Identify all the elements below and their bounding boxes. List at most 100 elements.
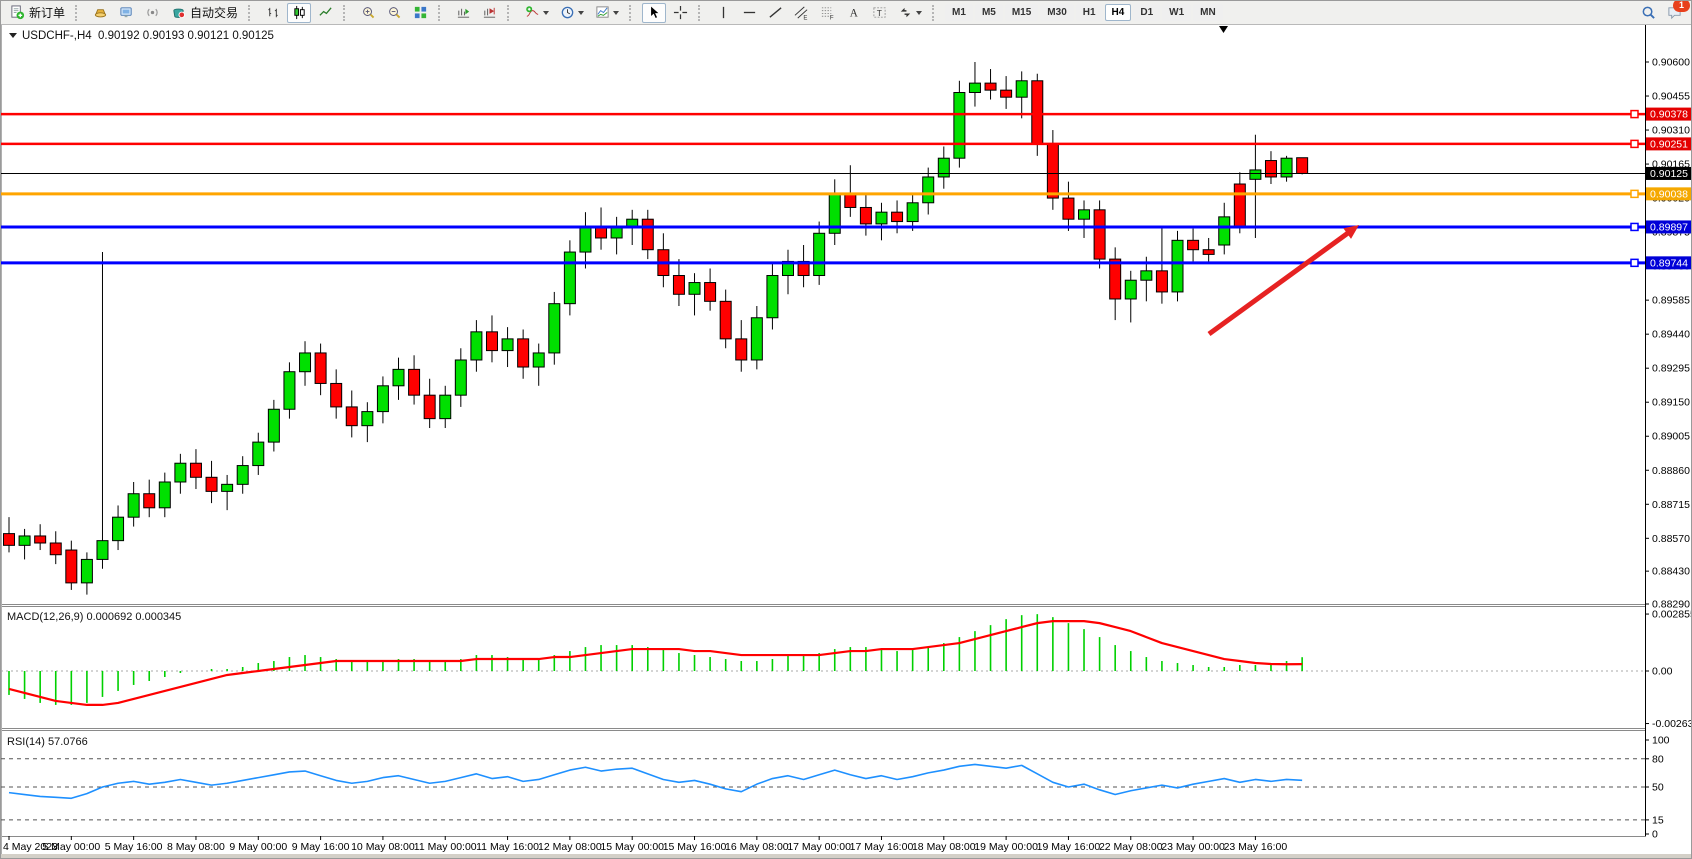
autotrading-button[interactable]: 自动交易 xyxy=(166,3,242,23)
candle-body xyxy=(735,338,748,361)
candle-body xyxy=(1155,270,1168,293)
signals-button[interactable] xyxy=(140,3,164,23)
price-tick-label: 0.90455 xyxy=(1652,91,1690,103)
vertical-line-button[interactable] xyxy=(711,3,735,23)
text-label-button[interactable]: T xyxy=(867,3,891,23)
arrows-button[interactable] xyxy=(893,3,926,23)
zoom-out-button[interactable] xyxy=(382,3,406,23)
text-button[interactable]: A xyxy=(841,3,865,23)
time-tick-label: 5 May 16:00 xyxy=(105,841,163,853)
candle-body xyxy=(283,371,296,410)
new-order-button-label: 新订单 xyxy=(29,6,66,20)
price-tick-label: 0.90310 xyxy=(1652,125,1690,137)
horizontal-line-button[interactable] xyxy=(737,3,761,23)
line-handle[interactable] xyxy=(1630,258,1639,268)
tile-windows-button[interactable] xyxy=(408,3,432,23)
candle-body xyxy=(439,394,452,420)
toolbar-separator xyxy=(507,4,514,21)
candle-body xyxy=(922,176,935,204)
price-badge-label: 0.90251 xyxy=(1650,138,1688,150)
price-badge xyxy=(1646,256,1691,270)
chart-canvas[interactable]: 0.906000.904550.903100.901650.900200.898… xyxy=(1,25,1692,859)
candle-body xyxy=(1031,80,1044,145)
candle-body xyxy=(205,476,218,492)
fibonacci-button[interactable]: F xyxy=(815,3,839,23)
equidistant-channel-button[interactable]: E xyxy=(789,3,813,23)
market-watch-button[interactable] xyxy=(88,3,112,23)
timeframe-d1[interactable]: D1 xyxy=(1133,4,1161,21)
time-tick-label: 10 May 08:00 xyxy=(351,841,415,853)
candle-body xyxy=(174,462,187,483)
timeframe-h4[interactable]: H4 xyxy=(1104,4,1132,21)
price-tick-label: 0.89005 xyxy=(1652,431,1690,443)
price-badge-label: 0.90038 xyxy=(1650,188,1688,200)
chart-title[interactable]: USDCHF-,H4 0.90192 0.90193 0.90121 0.901… xyxy=(9,29,274,42)
text-label-icon: T xyxy=(871,5,887,21)
time-tick-label: 19 May 16:00 xyxy=(1037,841,1101,853)
arrow-annotation[interactable] xyxy=(1207,228,1353,337)
line-handle[interactable] xyxy=(1630,139,1639,149)
chart-shift-marker[interactable] xyxy=(1219,26,1228,33)
candle-body xyxy=(143,493,156,509)
templates-button[interactable] xyxy=(590,3,623,23)
line-handle[interactable] xyxy=(1630,222,1639,232)
crosshair-button[interactable] xyxy=(668,3,692,23)
toolbar-separator xyxy=(438,4,445,21)
time-tick-label: 18 May 08:00 xyxy=(912,841,976,853)
market-watch-icon xyxy=(92,5,108,21)
time-tick-label: 15 May 00:00 xyxy=(600,841,664,853)
timeframe-m15[interactable]: M15 xyxy=(1004,4,1039,21)
notifications-button[interactable]: 1 xyxy=(1662,1,1690,23)
time-tick-label: 23 May 16:00 xyxy=(1224,841,1288,853)
timeframe-m30[interactable]: M30 xyxy=(1040,4,1074,21)
navigator-button[interactable] xyxy=(114,3,138,23)
time-tick-label: 22 May 08:00 xyxy=(1099,841,1163,853)
candle-body xyxy=(688,282,701,295)
auto-scroll-button[interactable] xyxy=(451,3,475,23)
svg-text:T: T xyxy=(876,8,881,18)
price-tick-label: 0.88290 xyxy=(1652,599,1690,611)
zoom-in-icon xyxy=(360,5,376,21)
arrow-annotation-head[interactable] xyxy=(1343,225,1359,239)
periods-button[interactable] xyxy=(555,3,588,23)
timeframe-w1[interactable]: W1 xyxy=(1162,4,1192,21)
trendline-icon xyxy=(767,5,783,21)
candle-body xyxy=(345,406,358,427)
line-handle[interactable] xyxy=(1630,109,1639,119)
line-chart-button[interactable] xyxy=(313,3,337,23)
toolbar-group-chart-type xyxy=(257,1,341,25)
timeframe-h1[interactable]: H1 xyxy=(1075,4,1103,21)
time-tick-label: 5 May 00:00 xyxy=(42,841,100,853)
candle-body xyxy=(1187,239,1200,251)
indicators-button[interactable] xyxy=(520,3,553,23)
line-handle[interactable] xyxy=(1630,189,1639,199)
candle-body xyxy=(813,232,826,277)
timeframe-m5[interactable]: M5 xyxy=(974,4,1003,21)
price-axis[interactable] xyxy=(1646,25,1692,859)
timeframe-m1[interactable]: M1 xyxy=(945,4,973,21)
trendline-button[interactable] xyxy=(763,3,787,23)
candle-body xyxy=(96,540,109,560)
indicators-icon xyxy=(524,5,540,21)
candle-body xyxy=(252,441,265,467)
timeframe-mn[interactable]: MN xyxy=(1193,4,1223,21)
autotrading-button-label: 自动交易 xyxy=(190,6,239,20)
candle-body xyxy=(906,202,919,223)
bar-chart-button[interactable] xyxy=(261,3,285,23)
candle-body xyxy=(454,359,467,396)
candle-body xyxy=(672,275,685,295)
candle-body xyxy=(626,218,639,227)
chart-shift-icon xyxy=(481,5,497,21)
zoom-in-button[interactable] xyxy=(356,3,380,23)
price-badge xyxy=(1646,166,1691,180)
candle-body xyxy=(158,481,171,509)
search-button[interactable] xyxy=(1636,3,1660,23)
new-order-button[interactable]: 新订单 xyxy=(5,3,69,23)
cursor-button[interactable] xyxy=(642,2,667,23)
fibonacci-icon: F xyxy=(819,5,835,21)
candlestick-button[interactable] xyxy=(287,2,312,23)
chart-shift-button[interactable] xyxy=(477,3,501,23)
price-tick-label: 0.88570 xyxy=(1652,533,1690,545)
chart-area[interactable]: 0.906000.904550.903100.901650.900200.898… xyxy=(1,25,1692,859)
